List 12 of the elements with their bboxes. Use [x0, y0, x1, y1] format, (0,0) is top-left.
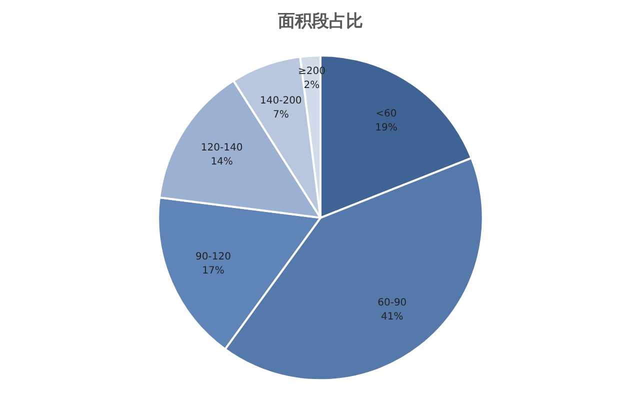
data-label: 14% [210, 156, 233, 168]
slice-label: 120-140 [200, 142, 243, 154]
slice-label: 60-90 [378, 298, 407, 309]
data-label: 19% [375, 122, 398, 134]
slice-label: 140-200 [260, 95, 302, 106]
chart-title: 面积段占比 [277, 12, 363, 32]
slice-label: <60 [376, 108, 397, 120]
data-label: 2% [304, 80, 320, 91]
data-label: 7% [272, 109, 289, 120]
data-label: 17% [202, 266, 224, 277]
data-label: 41% [381, 312, 404, 323]
slice-label: 90-120 [196, 252, 231, 263]
